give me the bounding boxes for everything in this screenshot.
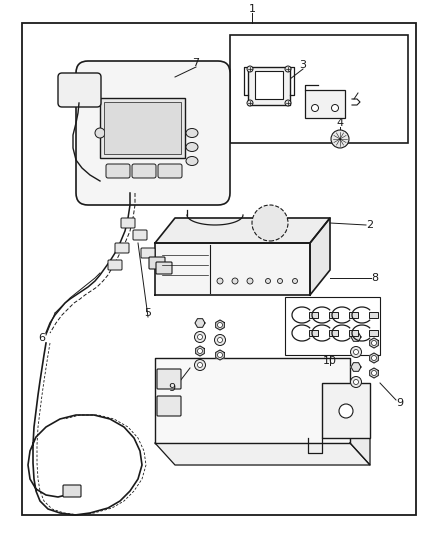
Text: 1: 1 <box>248 4 255 14</box>
FancyBboxPatch shape <box>157 369 181 389</box>
Polygon shape <box>350 395 370 465</box>
Bar <box>349 312 358 318</box>
Circle shape <box>332 104 339 111</box>
Circle shape <box>194 359 205 370</box>
FancyBboxPatch shape <box>132 164 156 178</box>
Bar <box>22 23 416 515</box>
FancyBboxPatch shape <box>115 243 129 253</box>
Circle shape <box>350 346 361 358</box>
Circle shape <box>218 337 223 343</box>
Circle shape <box>339 404 353 418</box>
Polygon shape <box>195 319 205 327</box>
Circle shape <box>278 279 283 284</box>
Circle shape <box>247 278 253 284</box>
Circle shape <box>371 356 377 360</box>
Polygon shape <box>215 350 224 360</box>
Circle shape <box>311 104 318 111</box>
Polygon shape <box>215 320 224 330</box>
Text: 7: 7 <box>192 58 200 68</box>
Polygon shape <box>351 333 361 341</box>
Ellipse shape <box>186 157 198 166</box>
Circle shape <box>198 349 202 353</box>
Text: 6: 6 <box>39 333 46 343</box>
FancyBboxPatch shape <box>149 257 165 269</box>
Polygon shape <box>155 218 330 243</box>
Circle shape <box>217 278 223 284</box>
FancyBboxPatch shape <box>141 248 155 258</box>
Bar <box>230 35 408 143</box>
Text: 10: 10 <box>323 356 337 366</box>
Bar <box>309 312 318 318</box>
Text: 2: 2 <box>367 220 374 230</box>
Polygon shape <box>155 358 350 443</box>
Bar <box>248 67 290 105</box>
Circle shape <box>198 362 202 367</box>
FancyBboxPatch shape <box>156 262 172 274</box>
Text: 5: 5 <box>145 308 152 318</box>
Bar <box>369 330 378 336</box>
FancyBboxPatch shape <box>133 230 147 240</box>
Circle shape <box>285 100 291 106</box>
Circle shape <box>353 379 358 384</box>
Text: 9: 9 <box>169 383 176 393</box>
Bar <box>329 330 338 336</box>
Bar <box>349 330 358 336</box>
Bar <box>369 312 378 318</box>
Circle shape <box>215 335 226 345</box>
Circle shape <box>252 205 288 241</box>
Polygon shape <box>370 368 378 378</box>
Polygon shape <box>370 338 378 348</box>
Bar <box>285 297 380 355</box>
Circle shape <box>371 341 377 345</box>
Text: 3: 3 <box>300 60 307 70</box>
Polygon shape <box>370 353 378 363</box>
Circle shape <box>198 335 202 340</box>
Circle shape <box>353 350 358 354</box>
FancyBboxPatch shape <box>58 73 101 107</box>
Ellipse shape <box>186 142 198 151</box>
Polygon shape <box>310 218 330 295</box>
Ellipse shape <box>186 128 198 138</box>
FancyBboxPatch shape <box>106 164 130 178</box>
Bar <box>309 330 318 336</box>
Circle shape <box>232 278 238 284</box>
FancyBboxPatch shape <box>63 485 81 497</box>
Circle shape <box>218 352 223 358</box>
Circle shape <box>247 100 253 106</box>
FancyBboxPatch shape <box>108 260 122 270</box>
Circle shape <box>95 128 105 138</box>
FancyBboxPatch shape <box>76 61 230 205</box>
Bar <box>255 71 283 99</box>
Circle shape <box>194 332 205 343</box>
Text: 9: 9 <box>396 398 403 408</box>
Circle shape <box>331 130 349 148</box>
Bar <box>100 98 185 158</box>
Polygon shape <box>155 443 370 465</box>
FancyBboxPatch shape <box>322 383 370 438</box>
Bar <box>104 102 181 154</box>
Bar <box>329 312 338 318</box>
FancyBboxPatch shape <box>305 90 345 118</box>
FancyBboxPatch shape <box>157 396 181 416</box>
Polygon shape <box>196 346 205 356</box>
Polygon shape <box>155 243 310 295</box>
Circle shape <box>285 66 291 72</box>
Circle shape <box>265 279 271 284</box>
Circle shape <box>293 279 297 284</box>
Text: 4: 4 <box>336 118 343 128</box>
FancyBboxPatch shape <box>158 164 182 178</box>
Polygon shape <box>351 362 361 372</box>
Circle shape <box>247 66 253 72</box>
Circle shape <box>218 322 223 327</box>
Text: 8: 8 <box>371 273 378 283</box>
Circle shape <box>350 376 361 387</box>
FancyBboxPatch shape <box>121 218 135 228</box>
Circle shape <box>371 370 377 376</box>
